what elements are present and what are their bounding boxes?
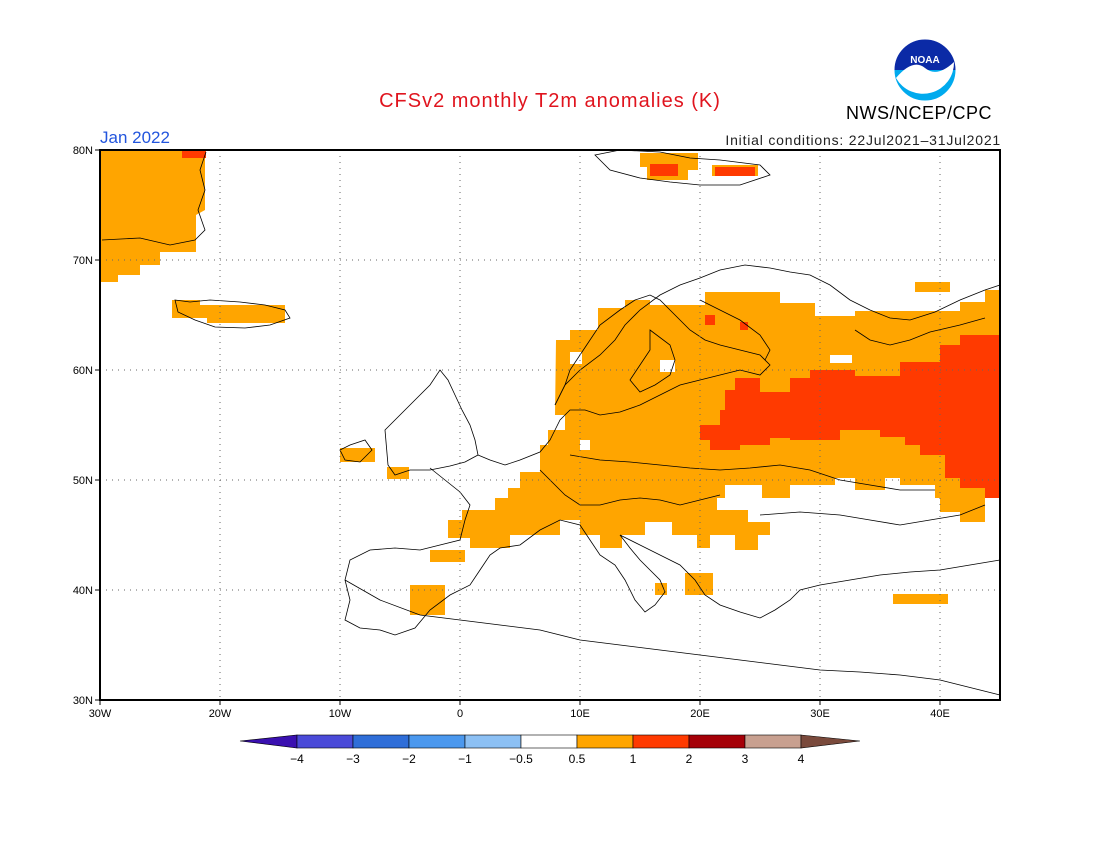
- latitude-labels: 80N 70N 60N 50N 40N 30N: [73, 145, 93, 707]
- anomaly-ireland: [340, 448, 375, 462]
- anomaly-russia-hot: [700, 335, 1000, 498]
- colorbar-seg: [352, 734, 410, 749]
- lon-label: 10W: [329, 708, 352, 720]
- anomaly-italy-s: [655, 583, 667, 595]
- colorbar-label: −3: [346, 752, 360, 766]
- lon-label: 20E: [690, 708, 710, 720]
- coastlines: [101, 149, 1001, 696]
- lon-label: 40E: [930, 708, 950, 720]
- anomaly-iberia-n: [430, 550, 465, 562]
- lon-label: 0: [457, 708, 463, 720]
- anomaly-turkey-e: [893, 594, 948, 604]
- initial-conditions: Initial conditions: 22Jul2021–31Jul2021: [725, 132, 1001, 148]
- colorbar-labels: −4 −3 −2 −1 −0.5 0.5 1 2 3 4: [290, 752, 805, 766]
- agency-label: NWS/NCEP/CPC: [846, 103, 993, 123]
- longitude-labels: 30W 20W 10W 0 10E 20E 30E 40E: [89, 708, 950, 720]
- colorbar-seg: [688, 734, 746, 749]
- anomaly-balkans: [685, 573, 713, 595]
- anomaly-finland-hot: [705, 315, 715, 325]
- lon-label: 30E: [810, 708, 830, 720]
- lat-label: 40N: [73, 585, 93, 597]
- colorbar-label: −0.5: [509, 752, 533, 766]
- colorbar-seg: [576, 734, 634, 749]
- colorbar-label: 2: [686, 752, 693, 766]
- colorbar-label: −2: [402, 752, 416, 766]
- lat-label: 70N: [73, 255, 93, 267]
- map-frame: [99, 149, 1001, 701]
- colorbar-label: −4: [290, 752, 304, 766]
- lat-label: 50N: [73, 475, 93, 487]
- anomaly-iberia-s: [410, 585, 445, 615]
- colorbar-seg: [464, 734, 522, 749]
- gridlines: [100, 150, 1000, 700]
- colorbar-label: −1: [458, 752, 472, 766]
- map-title: CFSv2 monthly T2m anomalies (K): [379, 90, 721, 112]
- forecast-month: Jan 2022: [100, 128, 170, 147]
- colorbar-seg: [520, 734, 578, 749]
- lat-label: 80N: [73, 145, 93, 157]
- lat-label: 30N: [73, 695, 93, 707]
- noaa-logo: NOAA: [893, 38, 957, 102]
- lon-label: 10E: [570, 708, 590, 720]
- anomaly-ural-n: [915, 282, 950, 292]
- colorbar-seg: [408, 734, 466, 749]
- lon-label: 20W: [209, 708, 232, 720]
- anomaly-greenland-hot: [182, 150, 206, 158]
- anomaly-regions: [100, 150, 1000, 615]
- noaa-logo-text: NOAA: [910, 55, 939, 66]
- anomaly-france-nw: [387, 467, 409, 479]
- colorbar-label: 4: [798, 752, 805, 766]
- colorbar-seg: [296, 734, 354, 749]
- colorbar-seg: [744, 734, 802, 749]
- colorbar: [239, 734, 861, 749]
- lon-label: 30W: [89, 708, 112, 720]
- colorbar-seg: [239, 734, 298, 749]
- anomaly-iceland: [172, 300, 285, 323]
- anomaly-greenland: [100, 150, 205, 282]
- lat-label: 60N: [73, 365, 93, 377]
- colorbar-label: 0.5: [569, 752, 586, 766]
- colorbar-label: 3: [742, 752, 749, 766]
- anomaly-svalbard-hot: [650, 164, 678, 176]
- colorbar-label: 1: [630, 752, 637, 766]
- colorbar-seg: [800, 734, 861, 749]
- colorbar-seg: [632, 734, 690, 749]
